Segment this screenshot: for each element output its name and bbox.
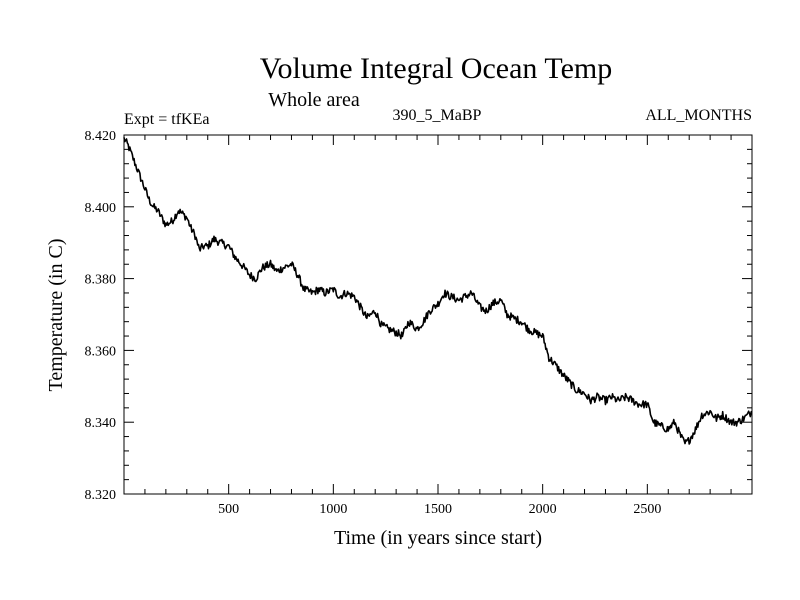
y-tick-label: 8.320 [85, 488, 117, 503]
x-tick-label: 2500 [633, 502, 661, 517]
y-axis-label: Temperature (in C) [45, 239, 67, 392]
period-label: 390_5_MaBP [393, 107, 482, 124]
chart-title: Volume Integral Ocean Temp [260, 52, 613, 85]
axis-ticks [124, 134, 752, 495]
x-tick-label: 2000 [529, 502, 557, 517]
y-tick-label: 8.420 [85, 129, 117, 144]
y-tick-label: 8.400 [85, 201, 117, 216]
y-tick-label: 8.340 [85, 416, 117, 431]
y-tick-labels: 8.320 8.340 8.360 8.380 8.400 8.420 [85, 129, 117, 503]
y-tick-label: 8.380 [85, 273, 117, 288]
x-axis-label: Time (in years since start) [334, 527, 542, 549]
chart-subtitle: Whole area [268, 89, 360, 111]
series-line-temperature [123, 137, 753, 445]
x-tick-label: 1000 [319, 502, 347, 517]
plot-frame [123, 134, 753, 495]
months-label: ALL_MONTHS [645, 107, 752, 124]
y-tick-label: 8.360 [85, 344, 117, 359]
experiment-label: Expt = tfKEa [124, 111, 209, 128]
x-tick-label: 1500 [424, 502, 452, 517]
x-tick-label: 500 [218, 502, 239, 517]
x-tick-labels: 500 1000 1500 2000 2500 [218, 502, 661, 517]
